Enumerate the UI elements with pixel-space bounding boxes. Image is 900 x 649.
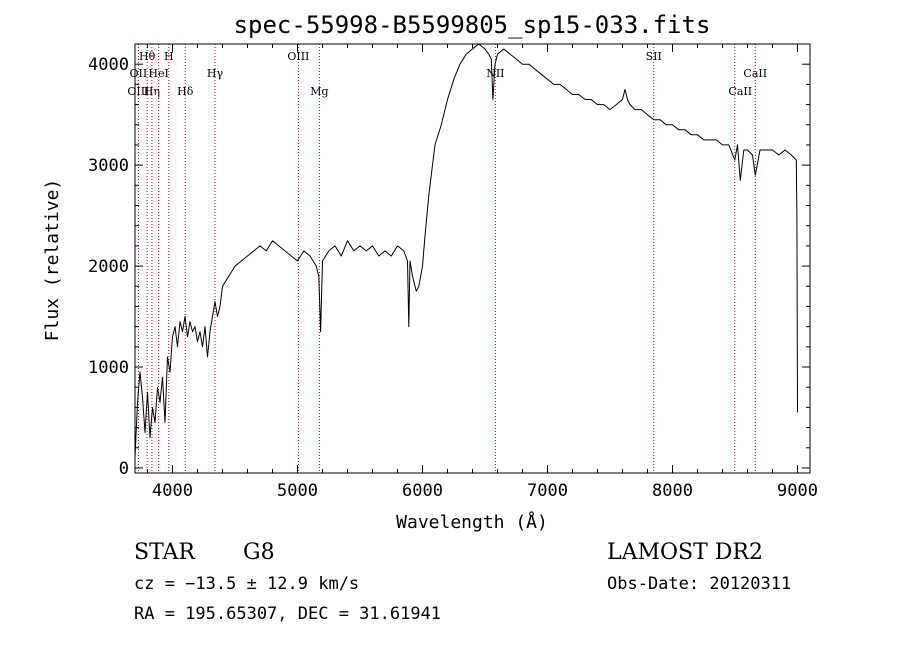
series-group: [134, 43, 798, 458]
spectrum-line: [134, 43, 798, 458]
line-label: HeI: [148, 67, 168, 80]
coords-label: RA = 195.65307, DEC = 31.61941: [134, 604, 442, 624]
y-axis-label: Flux (relative): [42, 179, 63, 342]
y-tick-label: 2000: [88, 257, 129, 277]
line-label: OIII: [287, 50, 309, 63]
line-label: Hη: [144, 85, 160, 98]
line-label: Hγ: [207, 67, 224, 80]
y-tick-label: 0: [119, 459, 129, 479]
line-label: OIII: [127, 85, 149, 98]
x-tick-label: 4000: [152, 481, 193, 501]
line-label: OII: [130, 67, 148, 80]
redshift-label: cz = −13.5 ± 12.9 km/s: [134, 574, 360, 594]
obs-date-label: Obs-Date: 20120311: [607, 574, 792, 594]
tick-labels: 4000 5000 6000 7000 8000 9000 0 1000 2000 3000 400…: [88, 55, 818, 501]
x-axis-label: Wavelength (Å): [396, 511, 548, 533]
line-label: Hθ: [139, 50, 156, 63]
x-tick-label: 7000: [527, 481, 568, 501]
y-tick-label: 1000: [88, 358, 129, 378]
chart-title: spec-55998-B5599805_sp15-033.fits: [234, 11, 711, 39]
y-tick-label: 3000: [88, 156, 129, 176]
line-label: SII: [646, 50, 662, 63]
line-label: NII: [486, 67, 504, 80]
x-tick-label: 8000: [652, 481, 693, 501]
object-subclass: G8: [243, 540, 275, 565]
x-tick-label: 5000: [277, 481, 318, 501]
line-label: H: [164, 50, 174, 63]
plot-frame: [134, 43, 811, 474]
line-label: Mg: [310, 85, 328, 98]
x-tick-label: 9000: [777, 481, 818, 501]
line-label: CaII: [728, 85, 752, 98]
y-tick-label: 4000: [88, 55, 129, 75]
survey-label: LAMOST DR2: [607, 540, 763, 565]
x-tick-label: 6000: [402, 481, 443, 501]
axis-ticks: [135, 43, 810, 473]
line-label: Hδ: [177, 85, 194, 98]
object-type: STAR: [134, 540, 195, 565]
line-markers: [137, 44, 756, 473]
line-label: CaII: [743, 67, 767, 80]
